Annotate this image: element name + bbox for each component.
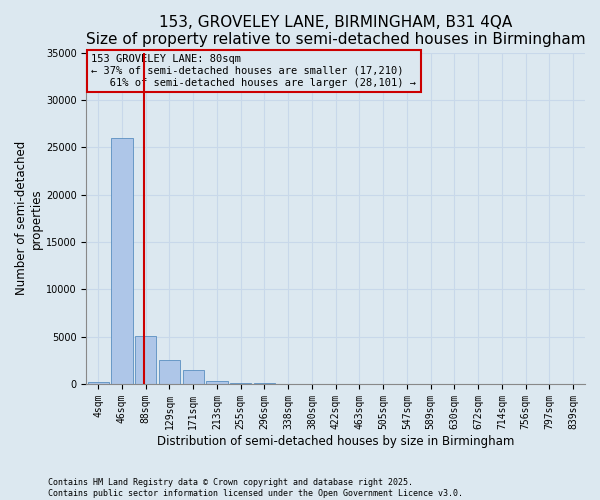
Bar (182, 370, 204, 384)
Bar (206, 380, 227, 384)
Bar (230, 383, 251, 384)
Bar (135, 336, 157, 384)
X-axis label: Distribution of semi-detached houses by size in Birmingham: Distribution of semi-detached houses by … (157, 434, 514, 448)
Title: 153, GROVELEY LANE, BIRMINGHAM, B31 4QA
Size of property relative to semi-detach: 153, GROVELEY LANE, BIRMINGHAM, B31 4QA … (86, 15, 586, 48)
Y-axis label: Number of semi-detached
properties: Number of semi-detached properties (15, 141, 43, 296)
Bar (159, 360, 180, 384)
Bar (112, 138, 133, 384)
Text: 153 GROVELEY LANE: 80sqm
← 37% of semi-detached houses are smaller (17,210)
   6: 153 GROVELEY LANE: 80sqm ← 37% of semi-d… (91, 54, 416, 88)
Text: Contains HM Land Registry data © Crown copyright and database right 2025.
Contai: Contains HM Land Registry data © Crown c… (48, 478, 463, 498)
Bar (88, 382, 109, 384)
